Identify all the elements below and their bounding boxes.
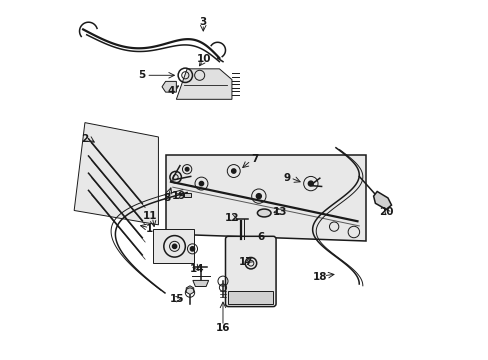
Text: 10: 10	[197, 54, 211, 64]
Circle shape	[199, 181, 203, 186]
Text: 20: 20	[378, 207, 393, 217]
Polygon shape	[165, 155, 366, 241]
FancyBboxPatch shape	[225, 236, 276, 307]
Circle shape	[172, 244, 176, 248]
Text: 13: 13	[272, 207, 286, 217]
Text: 4: 4	[167, 86, 174, 96]
Circle shape	[308, 181, 313, 186]
Text: 6: 6	[257, 232, 264, 242]
Text: 7: 7	[250, 154, 258, 164]
Text: 3: 3	[199, 17, 206, 27]
Polygon shape	[186, 286, 193, 294]
Circle shape	[256, 194, 261, 199]
Bar	[153, 229, 194, 263]
Text: 1: 1	[145, 225, 153, 234]
Text: 14: 14	[189, 264, 204, 274]
Text: 15: 15	[169, 294, 184, 304]
Text: 18: 18	[312, 272, 326, 282]
Text: 11: 11	[143, 211, 158, 221]
Circle shape	[231, 169, 235, 173]
Polygon shape	[373, 192, 391, 210]
Bar	[228, 291, 273, 304]
Circle shape	[190, 247, 194, 251]
Text: 2: 2	[81, 134, 88, 144]
Text: 12: 12	[224, 213, 238, 223]
Text: 5: 5	[138, 70, 145, 80]
Ellipse shape	[257, 209, 270, 217]
Text: 8: 8	[163, 193, 171, 203]
Polygon shape	[162, 81, 176, 92]
Text: 16: 16	[215, 323, 230, 333]
Text: 17: 17	[239, 257, 253, 267]
Text: 19: 19	[172, 191, 186, 201]
Polygon shape	[176, 69, 231, 99]
Text: 9: 9	[284, 173, 290, 183]
Polygon shape	[192, 280, 208, 287]
Bar	[183, 193, 191, 197]
Circle shape	[185, 167, 188, 171]
Polygon shape	[74, 123, 158, 225]
